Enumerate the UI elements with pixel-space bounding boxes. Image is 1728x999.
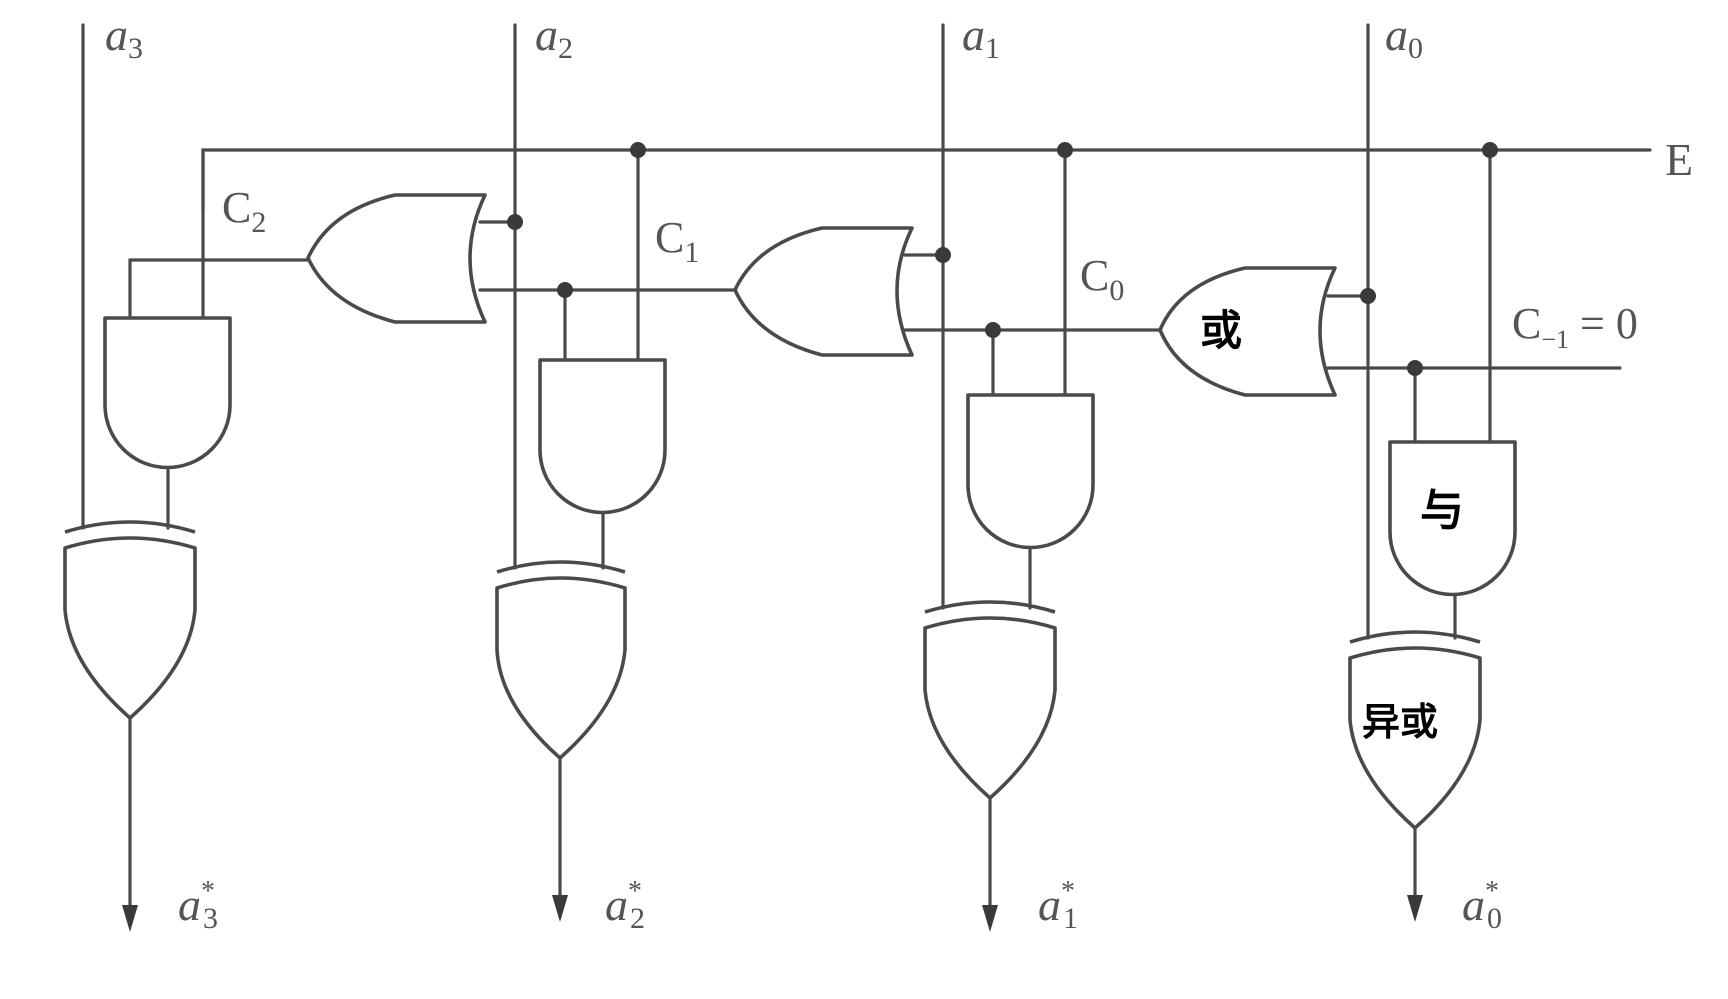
wire-enable: [201, 148, 1652, 212]
junction-c1: [557, 282, 573, 298]
label-cm1: C−1 = 0: [1512, 299, 1638, 354]
handwritten-annotations: 或 与 异或: [1200, 306, 1464, 744]
label-input-a1: a1: [962, 9, 1000, 65]
or-gates: [306, 193, 1337, 397]
annotation-xor: 异或: [1362, 700, 1438, 744]
or-gate-c0: [1158, 266, 1337, 397]
output-labels: a* 3 a* 2 a* 1 a* 0: [178, 876, 1502, 935]
arrow-out-a1: [982, 905, 998, 932]
label-output-a2: a* 2: [605, 876, 645, 935]
junction-cm1: [1407, 360, 1423, 376]
xor-gate-bit2: [495, 576, 627, 760]
and-gates: [103, 316, 1517, 597]
and-gate-bit1: [966, 393, 1095, 550]
xor-gate-bit3-back: [64, 520, 196, 534]
label-input-a0: a0: [1385, 9, 1423, 65]
label-output-a3: a* 3: [178, 876, 218, 935]
junction-e-bit1: [1057, 142, 1073, 158]
junction-c0: [985, 322, 1001, 338]
arrow-out-a3: [122, 905, 138, 932]
label-c2: C2: [222, 183, 266, 239]
junction-a1: [935, 247, 951, 263]
output-arrows: [122, 895, 1423, 932]
junction-a2: [507, 214, 523, 230]
label-enable: E: [1665, 134, 1693, 185]
xor-gate-bit2-back: [496, 560, 626, 574]
input-labels: a3 a2 a1 a0: [105, 9, 1423, 65]
annotation-or: 或: [1200, 306, 1242, 355]
wires: [81, 23, 1652, 917]
xor-gates: [63, 520, 1482, 830]
and-gate-bit3: [103, 316, 232, 470]
arrow-out-a0: [1407, 895, 1423, 922]
junction-e-bit2: [630, 142, 646, 158]
arrow-out-a2: [552, 895, 568, 922]
label-c1: C1: [655, 213, 699, 269]
xor-gate-bit3: [63, 536, 197, 720]
junction-e-bit0: [1482, 142, 1498, 158]
xor-gate-bit0-back: [1349, 630, 1481, 644]
or-gate-c1: [733, 226, 914, 357]
and-gate-bit0: [1388, 440, 1517, 597]
label-input-a3: a3: [105, 9, 143, 65]
label-c0: C0: [1080, 251, 1124, 307]
label-input-a2: a2: [535, 9, 573, 65]
junction-dots: [507, 142, 1498, 376]
xor-gate-bit0: [1348, 646, 1482, 830]
or-gate-c2: [306, 193, 487, 324]
junction-a0: [1360, 288, 1376, 304]
xor-gate-bit1-back: [924, 600, 1056, 614]
annotation-and: 与: [1420, 485, 1464, 536]
and-gate-bit2: [538, 358, 667, 515]
xor-gate-bit1: [923, 616, 1057, 800]
carry-labels: C2 C1 C0 C−1 = 0 E: [222, 134, 1693, 354]
label-output-a0: a* 0: [1462, 876, 1502, 935]
label-output-a1: a* 1: [1038, 876, 1078, 935]
